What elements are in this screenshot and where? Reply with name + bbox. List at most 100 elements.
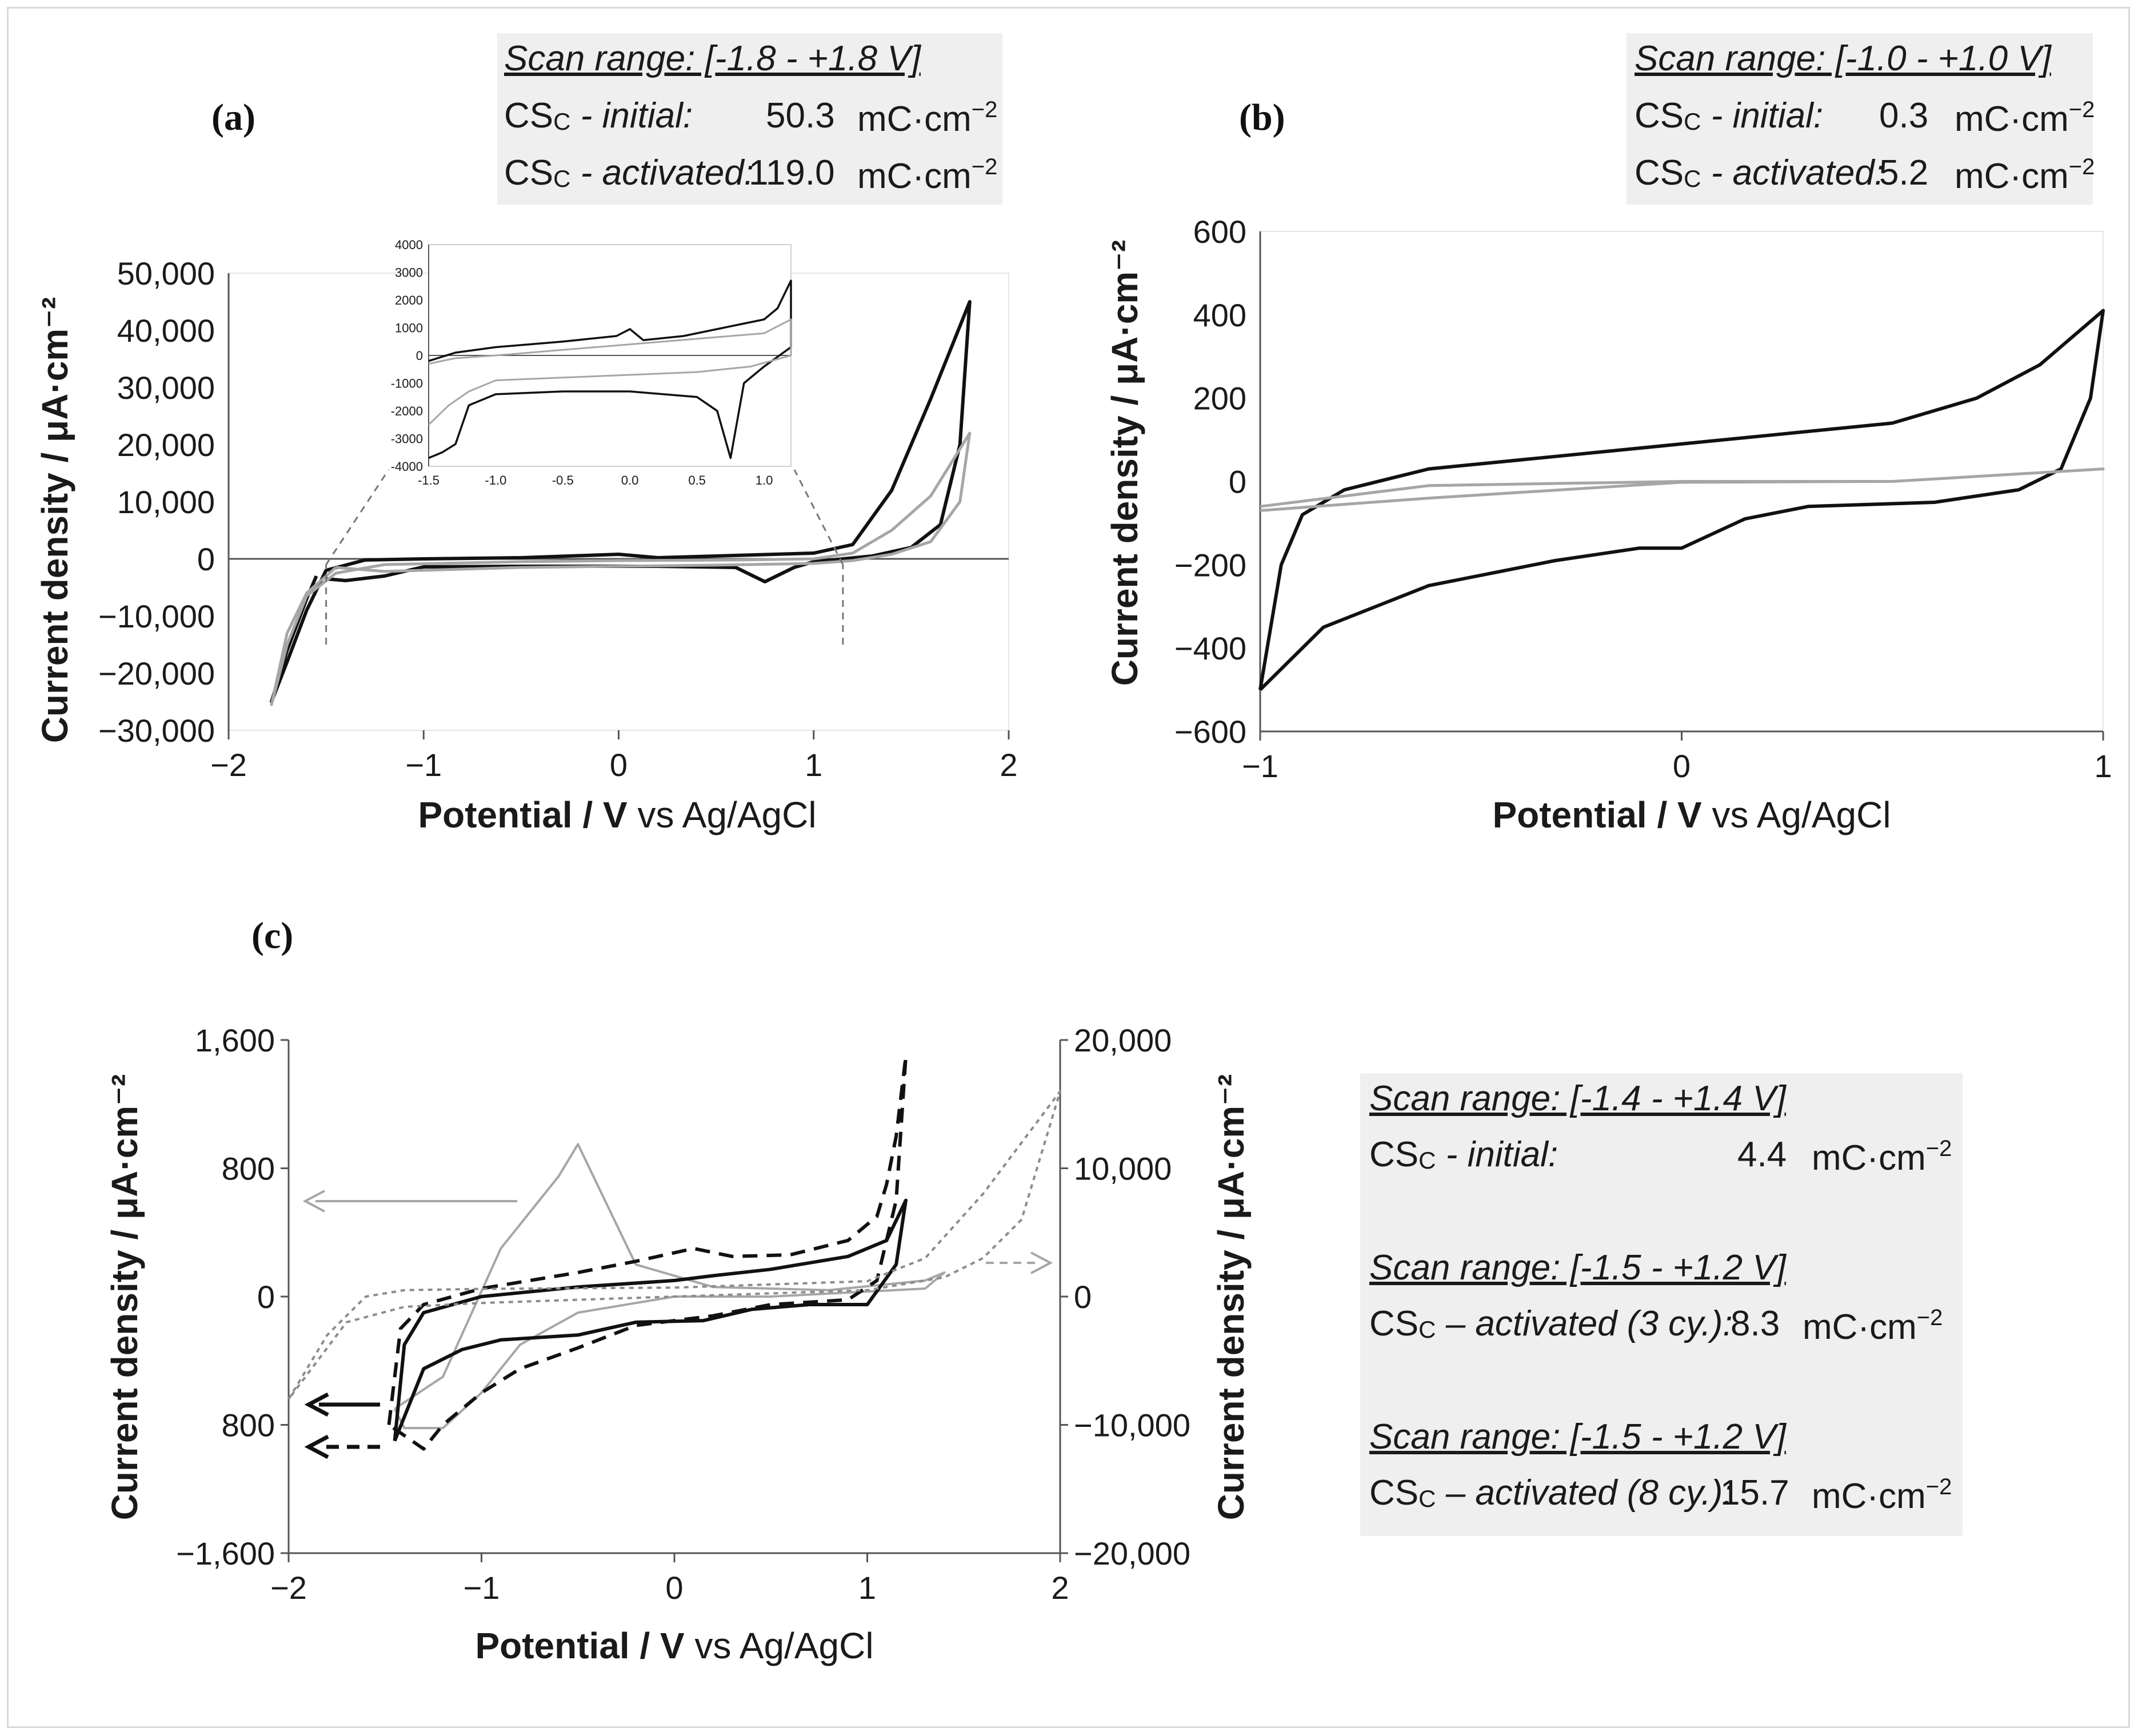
cs-act3-c-unit: mC·cm−2 (1803, 1305, 1943, 1347)
chart-b-ytick: 400 (1193, 297, 1246, 333)
chart-a-xtick: 2 (1000, 747, 1017, 783)
chart-c-ytick-right: 20,000 (1074, 1022, 1172, 1058)
chart-a-zoom-guide-diag-left (325, 469, 390, 565)
chart-a-inset-ytick: 0 (416, 349, 423, 363)
chart-b-ytick: 0 (1229, 464, 1246, 500)
chart-a-inset-xtick: -1.0 (485, 473, 506, 487)
chart-a-inset-xtick: 1.0 (756, 473, 773, 487)
chart-b-ylabel: Current density / μA·cm⁻² (1104, 240, 1145, 686)
chart-c-xtick: −2 (270, 1570, 307, 1606)
chart-a-ytick: 40,000 (117, 313, 215, 349)
chart-b-ytick: −600 (1174, 714, 1246, 750)
cs-activated-a: CSC - activated: (504, 153, 754, 193)
chart-c-arrow-right-gray-head (1030, 1251, 1053, 1274)
chart-b-ytick: 600 (1193, 214, 1246, 250)
cs-activated-a-value: 119.0 (749, 153, 835, 193)
cs-act8-c-value: 15.7 (1720, 1473, 1789, 1513)
chart-c-series-1 (393, 1198, 908, 1442)
panel-c-label: (c) (251, 915, 294, 957)
scan-range-a: Scan range: [-1.8 - +1.8 V] (504, 39, 921, 78)
chart-a-inset-xtick: 0.5 (688, 473, 706, 487)
chart-c-ylabel-left: Current density / μA·cm⁻² (104, 1074, 145, 1521)
chart-a-inset-ytick: 4000 (395, 238, 423, 252)
chart-b-xtick: −1 (1242, 748, 1278, 784)
chart-a-ytick: 30,000 (117, 370, 215, 406)
chart-a-ytick: −10,000 (98, 598, 215, 634)
chart-a-inset-series-initial (427, 318, 792, 426)
cs-initial-a: CSC - initial: (504, 96, 693, 135)
chart-c-series-0 (393, 1143, 946, 1430)
chart-a-xtick: −2 (210, 747, 247, 783)
chart-c-ytick-left: 0 (257, 1279, 275, 1315)
chart-a-ylabel: Current density / μA·cm⁻² (34, 297, 75, 743)
cs-activated-a-unit: mC·cm−2 (857, 154, 998, 196)
chart-a-inset-xtick: 0.0 (621, 473, 639, 487)
chart-c-series-3 (287, 1090, 1061, 1400)
panel-a-label: (a) (211, 97, 255, 138)
cs-activated-b-unit: mC·cm−2 (1955, 154, 2095, 196)
chart-c-series-2 (387, 1054, 908, 1451)
chart-b-ytick: −400 (1174, 630, 1246, 666)
cs-act8-c: CSC – activated (8 cy.): (1369, 1473, 1733, 1513)
chart-c-ytick-right: −20,000 (1074, 1535, 1190, 1571)
chart-a-ytick: 10,000 (117, 484, 215, 520)
cs-activated-b: CSC - activated: (1635, 153, 1884, 193)
chart-a-inset-ytick: -4000 (391, 459, 423, 474)
chart-a-inset-ytick: -2000 (391, 404, 423, 418)
chart-b-ytick: −200 (1174, 547, 1246, 583)
chart-c-xtick: −1 (463, 1570, 500, 1606)
panel-b-label: (b) (1239, 97, 1285, 138)
chart-c-ytick-left: 800 (222, 1151, 275, 1187)
cs-initial-c-unit: mC·cm−2 (1812, 1136, 1952, 1178)
chart-a-zoom-guide-diag-right (793, 469, 844, 565)
cs-initial-b-value: 0.3 (1879, 96, 1929, 135)
chart-c-arrow-left-black-dashed-head (304, 1434, 329, 1459)
chart-b-xtick: 0 (1673, 748, 1691, 784)
chart-c-arrow-left-gray-head (302, 1190, 325, 1213)
cs-act8-c-unit: mC·cm−2 (1812, 1474, 1952, 1516)
scan-range-c-1: Scan range: [-1.4 - +1.4 V] (1369, 1079, 1786, 1118)
chart-b-xtick: 1 (2094, 748, 2112, 784)
chart-b-series-activated (1258, 309, 2105, 691)
cs-act3-c: CSC – activated (3 cy.): (1369, 1304, 1733, 1343)
chart-a-inset-ytick: -3000 (391, 432, 423, 446)
chart-b-series-initial (1260, 467, 2105, 512)
info-box-c: Scan range: [-1.4 - +1.4 V] CSC - initia… (1360, 1073, 1963, 1536)
chart-c-ytick-right: −10,000 (1074, 1407, 1190, 1443)
cs-initial-a-unit: mC·cm−2 (857, 97, 998, 139)
cs-activated-b-value: 5.2 (1879, 153, 1929, 193)
chart-b-ytick: 200 (1193, 381, 1246, 417)
cs-initial-c: CSC - initial: (1369, 1135, 1558, 1174)
chart-a-inset-xtick: -1.5 (418, 473, 439, 487)
chart-a-ytick: −20,000 (98, 655, 215, 691)
chart-c-arrow-left-black-head (304, 1392, 329, 1417)
chart-b-xlabel: Potential / V vs Ag/AgCl (1492, 794, 1891, 835)
chart-c-xtick: 1 (858, 1570, 876, 1606)
chart-c-ytick-left: −1,600 (176, 1535, 275, 1571)
chart-a-ytick: 0 (197, 541, 215, 577)
chart-c-xtick: 2 (1051, 1570, 1069, 1606)
cs-initial-c-value: 4.4 (1737, 1135, 1787, 1174)
chart-c-ytick-left: 1,600 (195, 1022, 275, 1058)
chart-a-ytick: 20,000 (117, 427, 215, 463)
chart-a-ytick: 50,000 (117, 255, 215, 291)
cs-initial-b-unit: mC·cm−2 (1955, 97, 2095, 139)
scan-range-c-2: Scan range: [-1.5 - +1.2 V] (1369, 1248, 1786, 1287)
chart-a-inset-ytick: 1000 (395, 321, 423, 335)
chart-c-ytick-right: 0 (1074, 1279, 1092, 1315)
info-box-b: Scan range: [-1.0 - +1.0 V] CSC - initia… (1627, 33, 2095, 205)
scan-range-b: Scan range: [-1.0 - +1.0 V] (1635, 39, 2051, 78)
chart-a-ytick: −30,000 (98, 713, 215, 749)
cs-act3-c-value: 8.3 (1731, 1304, 1780, 1343)
chart-c-ylabel-right: Current density / μA·cm⁻² (1210, 1074, 1252, 1521)
cs-initial-a-value: 50.3 (766, 96, 835, 135)
cs-initial-b: CSC - initial: (1635, 96, 1824, 135)
chart-c-xtick: 0 (665, 1570, 683, 1606)
chart-a-inset-ytick: 2000 (395, 293, 423, 307)
chart-a-inset-ytick: 3000 (395, 266, 423, 280)
chart-c-ytick-left: 800 (222, 1407, 275, 1443)
chart-a-xlabel: Potential / V vs Ag/AgCl (418, 794, 816, 835)
chart-a-xtick: 0 (610, 747, 628, 783)
chart-c-xlabel: Potential / V vs Ag/AgCl (475, 1625, 873, 1666)
